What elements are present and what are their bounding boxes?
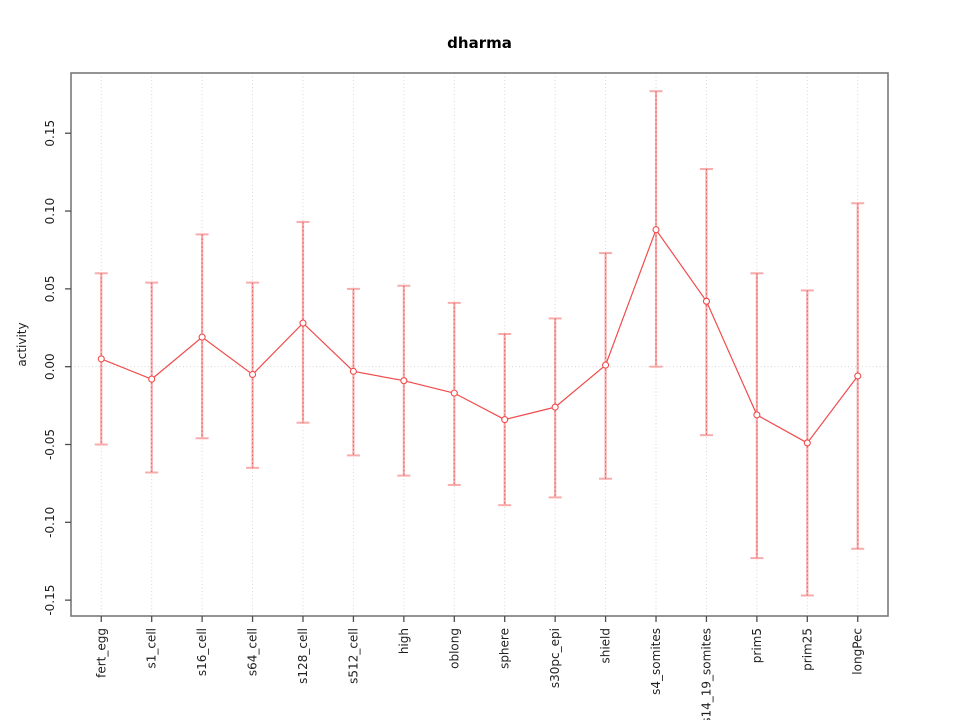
data-point — [501, 416, 509, 424]
y-tick-label: 0.00 — [43, 353, 57, 380]
series-line — [101, 228, 859, 444]
data-point — [854, 372, 862, 380]
data-point — [803, 439, 811, 447]
y-tick-label: 0.10 — [43, 198, 57, 225]
chart-title: dharma — [447, 34, 512, 52]
data-point — [249, 370, 257, 379]
y-tick-label: 0.05 — [43, 276, 57, 303]
x-tick-label: high — [397, 628, 411, 654]
y-tick-label: -0.10 — [43, 507, 57, 538]
data-point — [702, 297, 710, 305]
y-tick-label: -0.15 — [43, 585, 57, 616]
y-axis-label: activity — [15, 322, 29, 366]
y-tick-label: -0.05 — [43, 429, 57, 460]
data-point — [551, 403, 559, 411]
x-tick-label: s30pc_epi — [548, 628, 562, 688]
data-point — [148, 375, 156, 383]
x-tick-label: shield — [599, 628, 613, 664]
data-point — [753, 411, 761, 419]
x-tick-label: s16_cell — [195, 628, 209, 676]
x-tick-label: s128_cell — [296, 628, 310, 684]
data-point — [97, 355, 105, 363]
x-tick-label: oblong — [447, 628, 461, 669]
data-point — [198, 333, 206, 341]
x-tick-label: s512_cell — [346, 628, 360, 684]
plot-border — [70, 72, 889, 617]
data-point — [602, 361, 610, 369]
x-tick-label: s1_cell — [145, 628, 159, 669]
x-tick-label: sphere — [498, 628, 512, 669]
data-point — [450, 389, 458, 397]
chart-generated: fert_egg s1_cell s16_cell s64_cell s128_cell… — [43, 72, 889, 720]
data-point — [652, 226, 660, 234]
x-tick-label: longPec — [851, 628, 865, 675]
x-tick-label: prim25 — [800, 628, 814, 671]
x-tick-label: s4_somites — [649, 628, 663, 695]
data-point — [400, 377, 408, 385]
y-tick-label: 0.15 — [43, 120, 57, 147]
x-tick-label: fert_egg — [94, 628, 108, 678]
data-point — [349, 367, 357, 375]
x-tick-label: prim5 — [750, 628, 764, 663]
data-point — [299, 319, 307, 327]
x-tick-label: s14_19_somites — [699, 628, 713, 720]
x-tick-label: s64_cell — [246, 628, 260, 676]
